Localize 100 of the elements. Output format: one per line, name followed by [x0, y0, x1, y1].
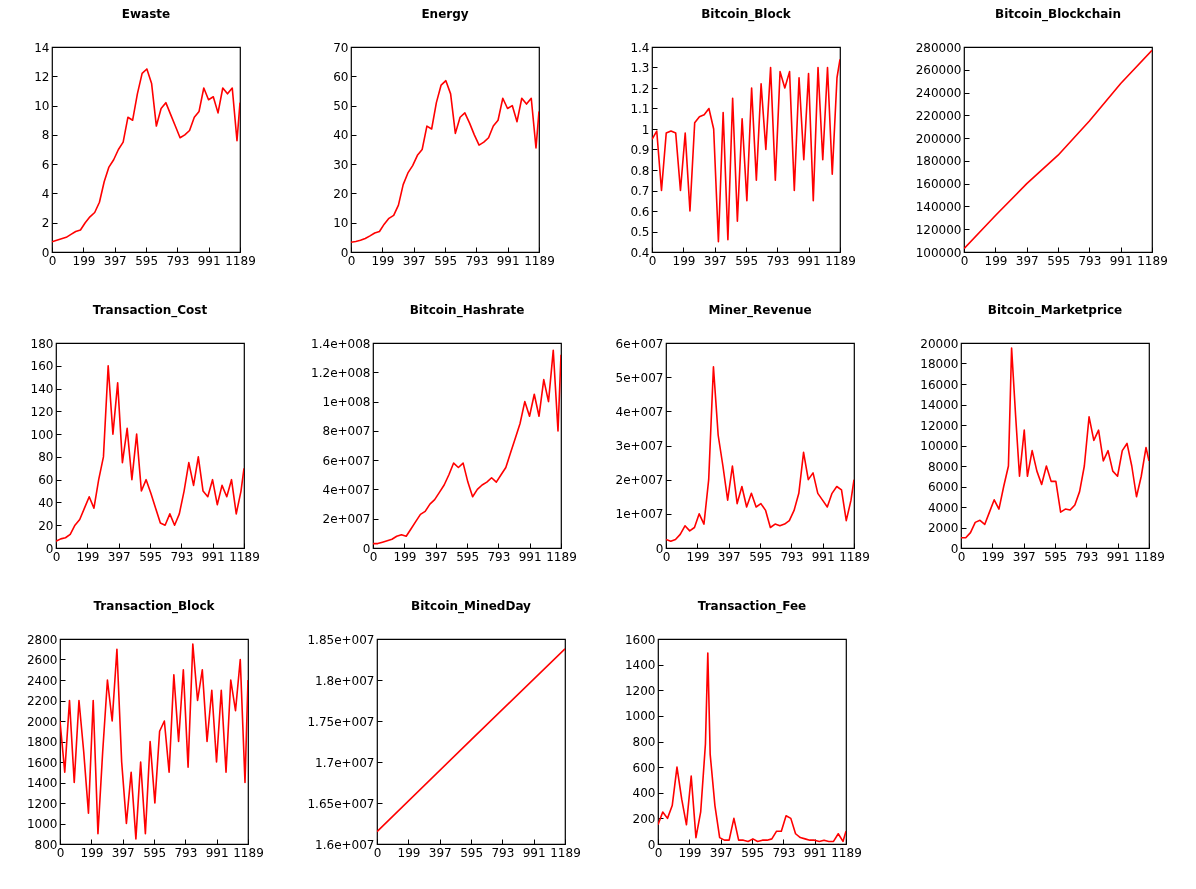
y-tick-label: 16000 [919, 377, 958, 392]
line-series [52, 68, 240, 243]
x-tick-label: 1189 [550, 845, 581, 860]
x-tick-label: 991 [205, 845, 229, 860]
x-tick-label: 199 [981, 549, 1004, 564]
x-tick-label: 199 [984, 253, 1008, 268]
line-series [960, 347, 1149, 539]
y-tick-label: 0.6 [630, 204, 650, 219]
x-tick-label: 199 [393, 549, 417, 564]
line-series [373, 349, 561, 545]
line-series [59, 643, 248, 840]
x-tick-label: 1189 [1137, 253, 1168, 268]
x-tick-label: 199 [371, 253, 395, 268]
x-tick-label: 397 [111, 845, 135, 860]
y-tick-label: 600 [632, 760, 655, 775]
y-tick-label: 1600 [624, 632, 655, 647]
chart-title: Transaction_Fee [697, 599, 806, 614]
x-tick-label: 397 [402, 253, 426, 268]
x-tick-label: 199 [397, 845, 421, 860]
x-tick-label: 397 [103, 253, 127, 268]
y-tick-label: 2000 [927, 521, 958, 535]
y-tick-label: 260000 [915, 63, 962, 78]
y-tick-label: 1 [641, 122, 650, 137]
x-tick-label: 793 [169, 549, 193, 564]
chart-title: Bitcoin_MinedDay [411, 599, 532, 614]
y-tick-label: 140000 [915, 199, 962, 214]
y-tick-label: 5e+007 [615, 370, 664, 385]
y-tick-label: 18000 [919, 357, 958, 371]
x-tick-label: 199 [76, 549, 99, 564]
y-tick-label: 6e+007 [615, 336, 664, 351]
y-tick-label: 20000 [919, 336, 958, 351]
y-tick-label: 0.7 [630, 184, 650, 198]
y-tick-label: 6 [41, 157, 50, 172]
x-tick-label: 793 [173, 845, 197, 860]
x-tick-label: 595 [735, 253, 759, 268]
x-tick-label: 991 [201, 549, 225, 564]
y-tick-label: 100 [30, 427, 53, 442]
y-tick-label: 1.4 [630, 40, 650, 55]
x-tick-label: 595 [740, 845, 764, 860]
x-tick-label: 397 [709, 845, 733, 860]
x-tick-label: 991 [496, 253, 520, 268]
y-tick-label: 1e+008 [322, 395, 371, 410]
x-tick-label: 991 [522, 845, 546, 860]
y-tick-label: 1.65e+007 [307, 796, 375, 811]
x-tick-label: 793 [771, 845, 795, 860]
y-tick-label: 2600 [26, 653, 57, 667]
y-tick-label: 60 [37, 473, 53, 488]
y-tick-label: 180 [30, 336, 53, 351]
x-tick-label: 1189 [225, 253, 256, 268]
x-tick-label: 397 [717, 549, 741, 564]
y-tick-label: 3e+007 [615, 439, 664, 453]
x-tick-label: 397 [1012, 549, 1036, 564]
y-tick-label: 2e+007 [615, 473, 664, 488]
x-tick-label: 595 [142, 845, 166, 860]
x-tick-label: 991 [518, 549, 542, 564]
y-tick-label: 70 [333, 40, 349, 55]
y-tick-label: 120 [30, 404, 53, 419]
y-tick-label: 140 [30, 382, 53, 397]
y-tick-label: 1800 [26, 735, 57, 749]
y-tick-label: 30 [333, 157, 349, 172]
y-tick-label: 40 [37, 495, 53, 510]
x-tick-label: 199 [80, 845, 103, 860]
y-tick-label: 12 [34, 69, 50, 84]
y-tick-label: 1.2 [630, 81, 650, 96]
y-tick-label: 1000 [26, 817, 57, 831]
x-tick-label: 793 [166, 253, 190, 268]
y-tick-label: 2800 [26, 632, 57, 647]
y-tick-label: 1.4e+008 [311, 336, 371, 351]
chart-title: Bitcoin_Block [701, 7, 792, 22]
y-tick-label: 200000 [915, 131, 962, 146]
x-tick-label: 595 [460, 845, 484, 860]
x-tick-label: 1189 [524, 253, 555, 268]
y-tick-label: 20 [333, 186, 349, 201]
y-tick-label: 10 [34, 99, 50, 114]
x-tick-label: 991 [797, 253, 821, 268]
y-tick-label: 160 [30, 359, 53, 374]
y-tick-label: 2200 [26, 694, 57, 708]
y-tick-label: 1.85e+007 [307, 632, 375, 647]
x-tick-label: 397 [424, 549, 448, 564]
y-tick-label: 10000 [919, 439, 958, 453]
y-tick-label: 1.3 [630, 61, 650, 75]
chart-title: Bitcoin_Marketprice [987, 303, 1122, 318]
x-tick-label: 991 [1109, 253, 1133, 268]
y-tick-label: 14000 [919, 398, 958, 412]
x-tick-label: 793 [780, 549, 804, 564]
chart-title: Energy [421, 7, 469, 21]
y-tick-label: 1200 [26, 796, 57, 811]
y-tick-label: 80 [37, 450, 53, 465]
line-series [666, 366, 854, 542]
x-tick-label: 199 [678, 845, 701, 860]
x-tick-label: 1189 [825, 253, 856, 268]
chart-title: Transaction_Block [92, 599, 216, 614]
y-tick-label: 20 [37, 518, 53, 533]
y-tick-label: 50 [333, 99, 349, 114]
y-tick-label: 12000 [919, 418, 958, 433]
x-tick-label: 595 [456, 549, 480, 564]
y-tick-label: 2 [41, 216, 50, 231]
y-tick-label: 0.5 [630, 225, 650, 239]
y-tick-label: 100000 [915, 245, 962, 260]
y-tick-label: 1400 [26, 776, 57, 790]
